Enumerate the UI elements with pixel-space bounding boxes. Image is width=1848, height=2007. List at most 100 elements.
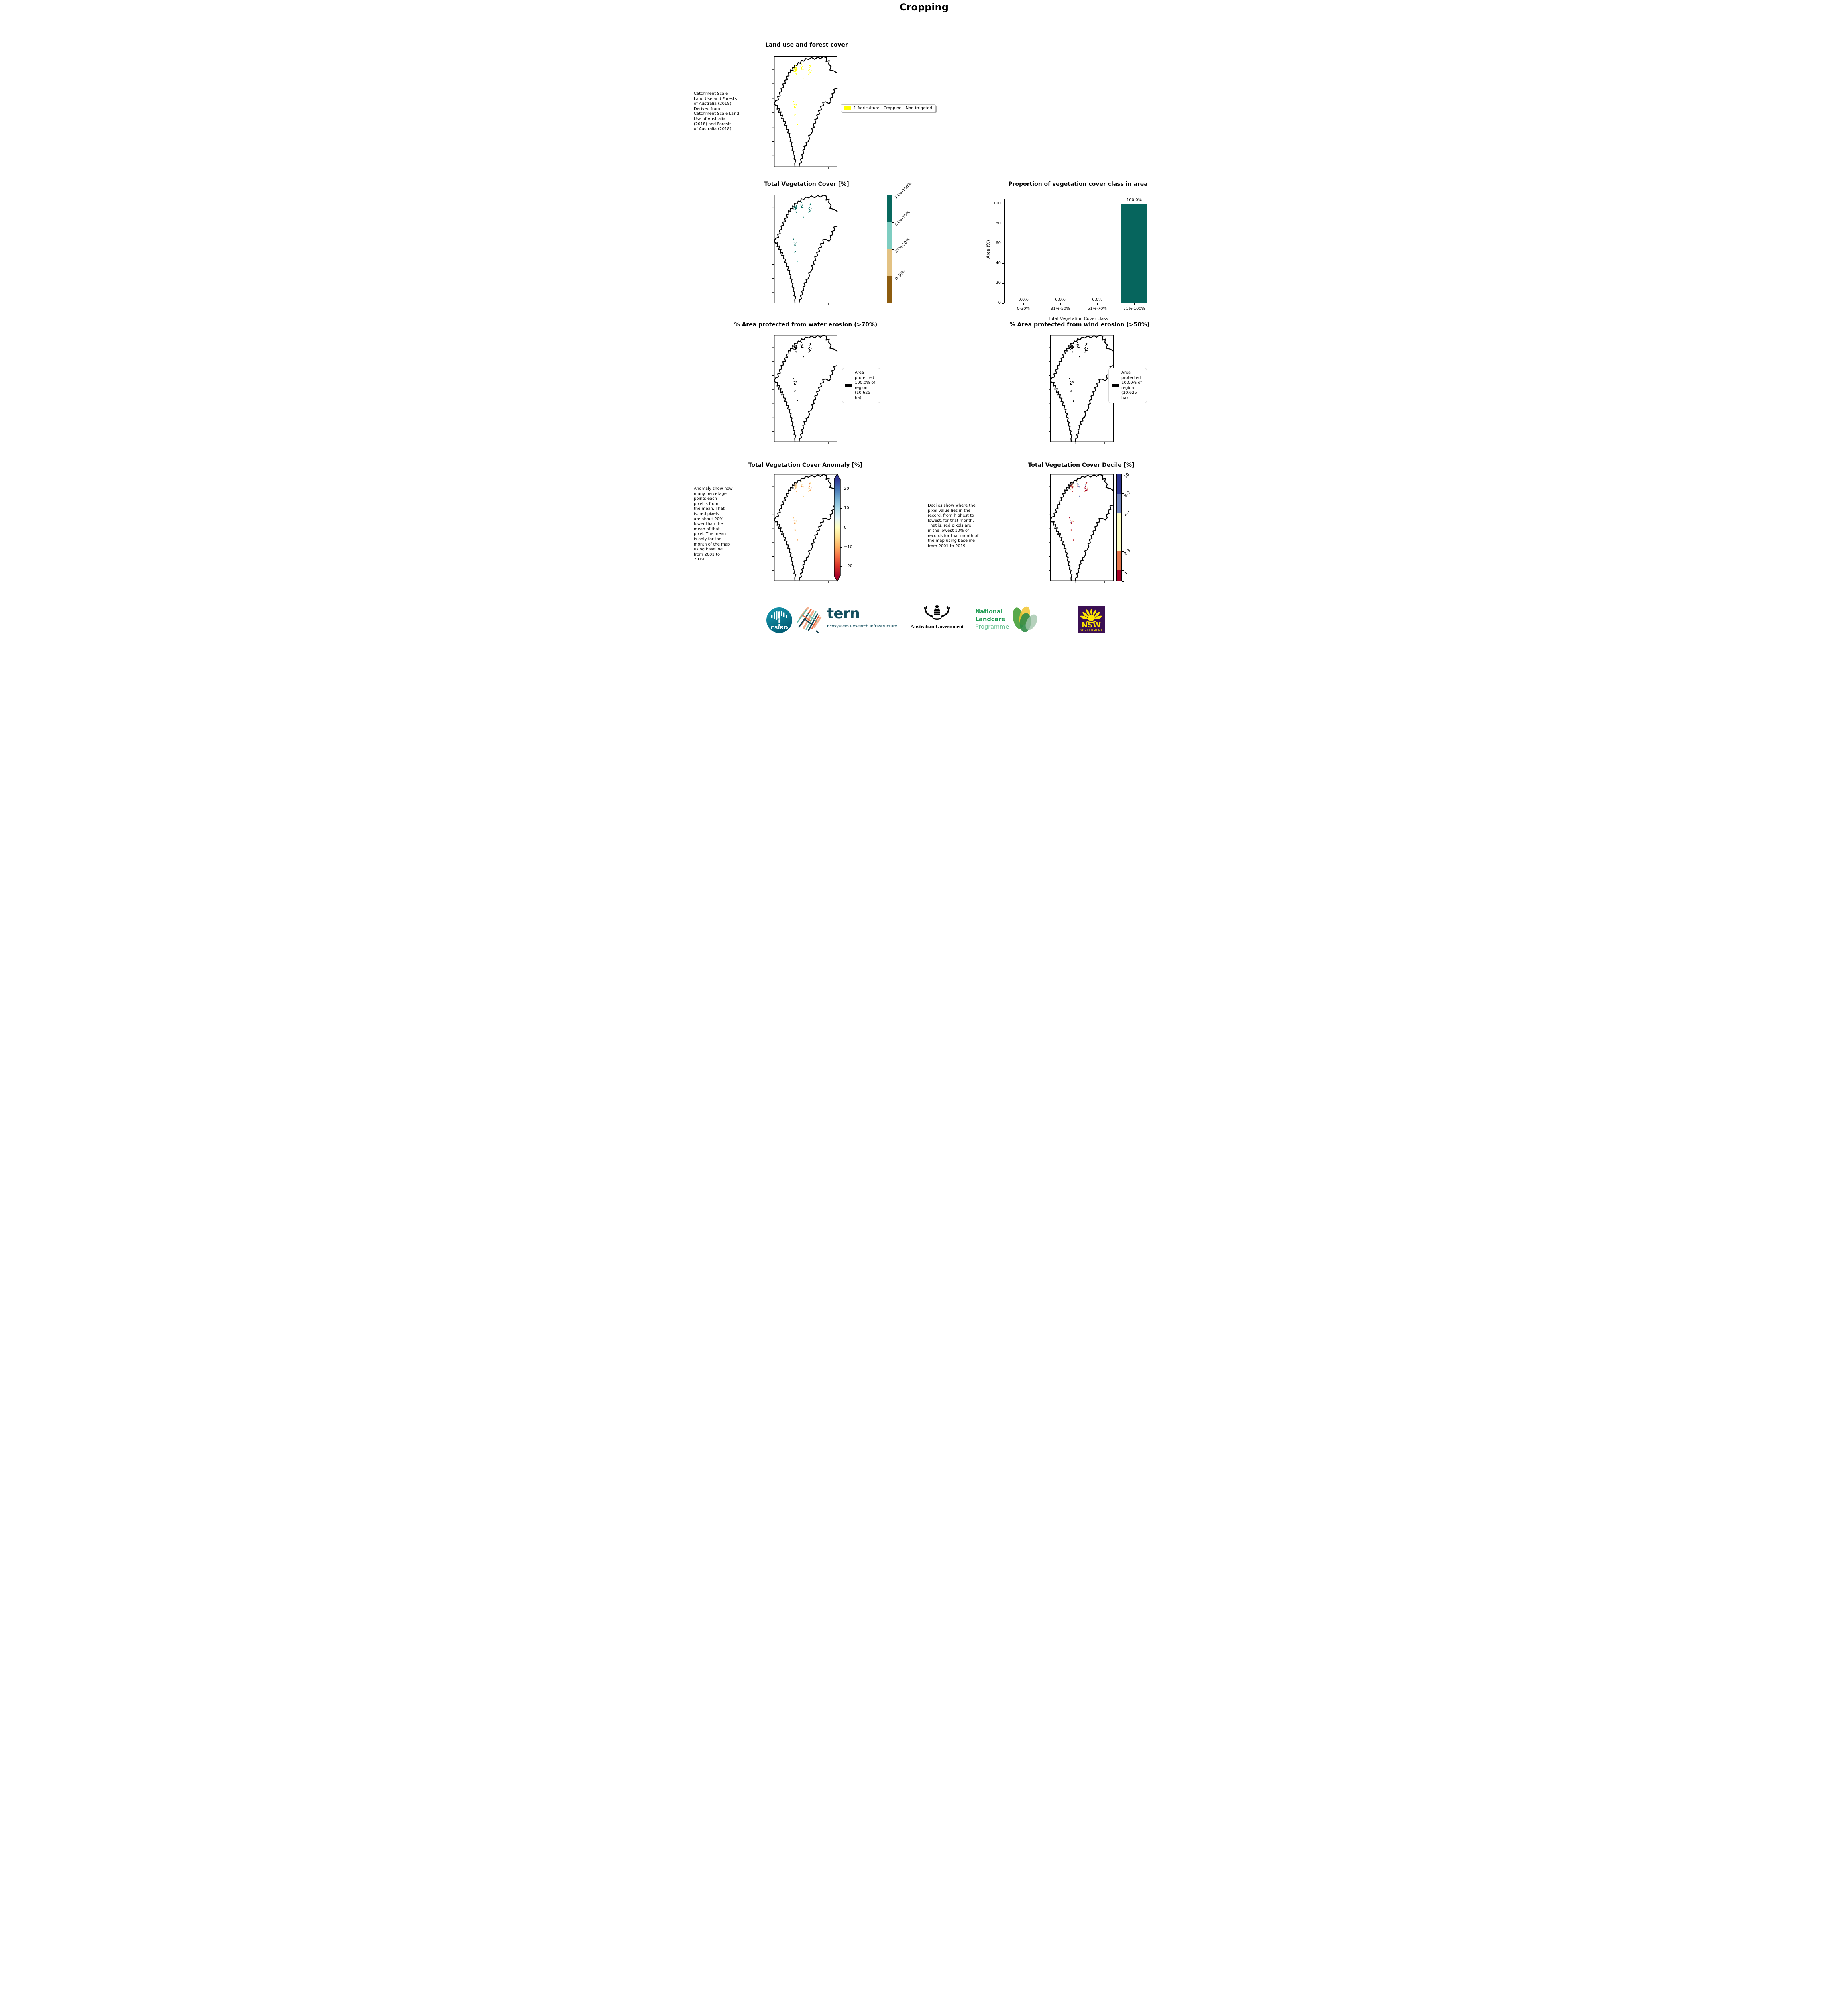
water-pixel — [796, 345, 797, 346]
wind-map — [1049, 334, 1114, 444]
wind-panel-title: % Area protected from wind erosion (>50%… — [1009, 322, 1150, 328]
landcare-line3: Programme — [975, 623, 1009, 630]
anomaly-pixel — [801, 486, 802, 487]
anomaly-pixel — [796, 484, 797, 485]
wind-legend-swatch — [1112, 384, 1119, 387]
anomaly-pixel — [809, 488, 810, 489]
tvc-pixel — [796, 206, 797, 207]
catchment-boundary — [798, 365, 838, 442]
anomaly-pixel — [809, 486, 810, 487]
wind-pixel — [1071, 346, 1072, 348]
water-pixel — [808, 348, 809, 349]
tvc-pixel — [803, 216, 804, 218]
water-pixel — [809, 347, 810, 348]
water-pixel — [794, 384, 795, 385]
landuse-pixel — [794, 106, 795, 107]
water-legend-label: Area protected 100.0% of region (10,625 … — [855, 370, 875, 400]
catchment-boundary — [798, 225, 838, 304]
water-pixel — [795, 346, 796, 348]
tvc-pixel — [797, 261, 798, 262]
catchment-boundary — [1074, 504, 1114, 582]
tvc-pixel — [802, 204, 803, 206]
anomaly-pixel — [796, 486, 797, 488]
wind-pixel — [1087, 348, 1088, 349]
report-page: Cropping Land use and forest cover Catch… — [693, 0, 1155, 634]
bar-value-label: 0.0% — [1055, 297, 1066, 302]
nsw-waratah-icon — [1080, 609, 1102, 623]
wind-pixel — [1070, 384, 1072, 385]
decile-colorbar-seg-1 — [1117, 474, 1121, 494]
anomaly-pixel — [795, 520, 797, 521]
water-pixel — [810, 343, 811, 344]
tvc-pixel — [794, 207, 795, 208]
anomaly-pixel — [793, 517, 794, 518]
map-frame — [774, 334, 838, 442]
anomaly-pixel — [809, 482, 810, 484]
csiro-logo: CSIRO — [766, 607, 792, 633]
landuse-pixel — [801, 67, 802, 68]
anomaly-pixel — [809, 490, 810, 491]
wind-pixel — [1072, 381, 1074, 383]
tvc-pixel — [796, 208, 797, 209]
decile-pixel — [1070, 529, 1072, 531]
anomaly-pixel — [796, 491, 797, 492]
catchment-boundary — [1050, 474, 1114, 582]
water-pixel — [801, 347, 802, 348]
y-tick-label: 100 — [993, 201, 1001, 206]
anomaly-pixel — [796, 485, 797, 486]
decile-pixel — [1071, 486, 1072, 487]
anomaly-pixel — [794, 522, 795, 523]
nsw-government-logo: NSW GOVERNMENT — [1078, 606, 1105, 633]
decile-pixel — [1086, 489, 1088, 491]
anomaly-pixel — [801, 481, 802, 482]
chart-xlabel: Total Vegetation Cover class — [1049, 316, 1108, 321]
y-tick — [1002, 283, 1004, 284]
landuse-pixel — [795, 70, 796, 71]
csiro-label: CSIRO — [770, 625, 788, 631]
decile-pixel — [1072, 487, 1073, 489]
tvc-pixel — [793, 206, 795, 208]
anomaly-cbar-tick — [840, 547, 842, 548]
landuse-pixel — [808, 70, 809, 71]
landuse-pixel — [801, 63, 802, 65]
landuse-panel-title: Land use and forest cover — [765, 42, 848, 48]
anomaly-pixel — [795, 487, 796, 489]
landuse-pixel — [795, 107, 796, 108]
anomaly-pixel — [801, 485, 802, 486]
landuse-pixel — [796, 67, 797, 68]
page-title: Cropping — [899, 2, 949, 13]
wind-pixel — [1072, 348, 1073, 349]
tvc-pixel — [810, 203, 811, 204]
landcare-leaves-icon — [1013, 606, 1037, 632]
landuse-pixel — [795, 69, 796, 71]
tern-logo: tern Ecosystem Research Infrastructure — [827, 607, 897, 629]
wind-pixel — [1085, 349, 1086, 350]
decile-map — [1049, 474, 1114, 583]
water-pixel — [793, 349, 795, 350]
landuse-pixel — [809, 65, 810, 66]
landuse-pixel — [793, 68, 795, 69]
decile-pixel — [1078, 486, 1079, 487]
catchment-boundary — [774, 474, 838, 582]
anomaly-cbar-label-5: −20 — [844, 564, 853, 568]
tvc-pixel — [810, 204, 811, 205]
anomaly-pixel — [795, 482, 796, 484]
water-pixel — [810, 344, 811, 345]
decile-colorbar — [1116, 474, 1122, 581]
anomaly-pixel — [808, 491, 809, 492]
wind-pixel — [1070, 391, 1072, 392]
landuse-pixel — [802, 66, 803, 67]
water-pixel — [803, 356, 804, 357]
wind-pixel — [1076, 344, 1078, 345]
wind-legend-label: Area protected 100.0% of region (10,625 … — [1121, 370, 1142, 400]
anomaly-pixel — [801, 484, 802, 486]
anomaly-cbar-label-4: −10 — [844, 545, 853, 549]
tvc-cbar-tick — [892, 249, 894, 250]
y-tick-label: 80 — [996, 221, 1001, 226]
wind-legend: Area protected 100.0% of region (10,625 … — [1108, 368, 1147, 403]
tvc-pixel — [795, 208, 796, 209]
landuse-pixel — [794, 107, 795, 108]
decile-pixel — [1085, 486, 1086, 487]
australia-scribble-icon — [797, 607, 822, 633]
wind-pixel — [1071, 384, 1072, 385]
